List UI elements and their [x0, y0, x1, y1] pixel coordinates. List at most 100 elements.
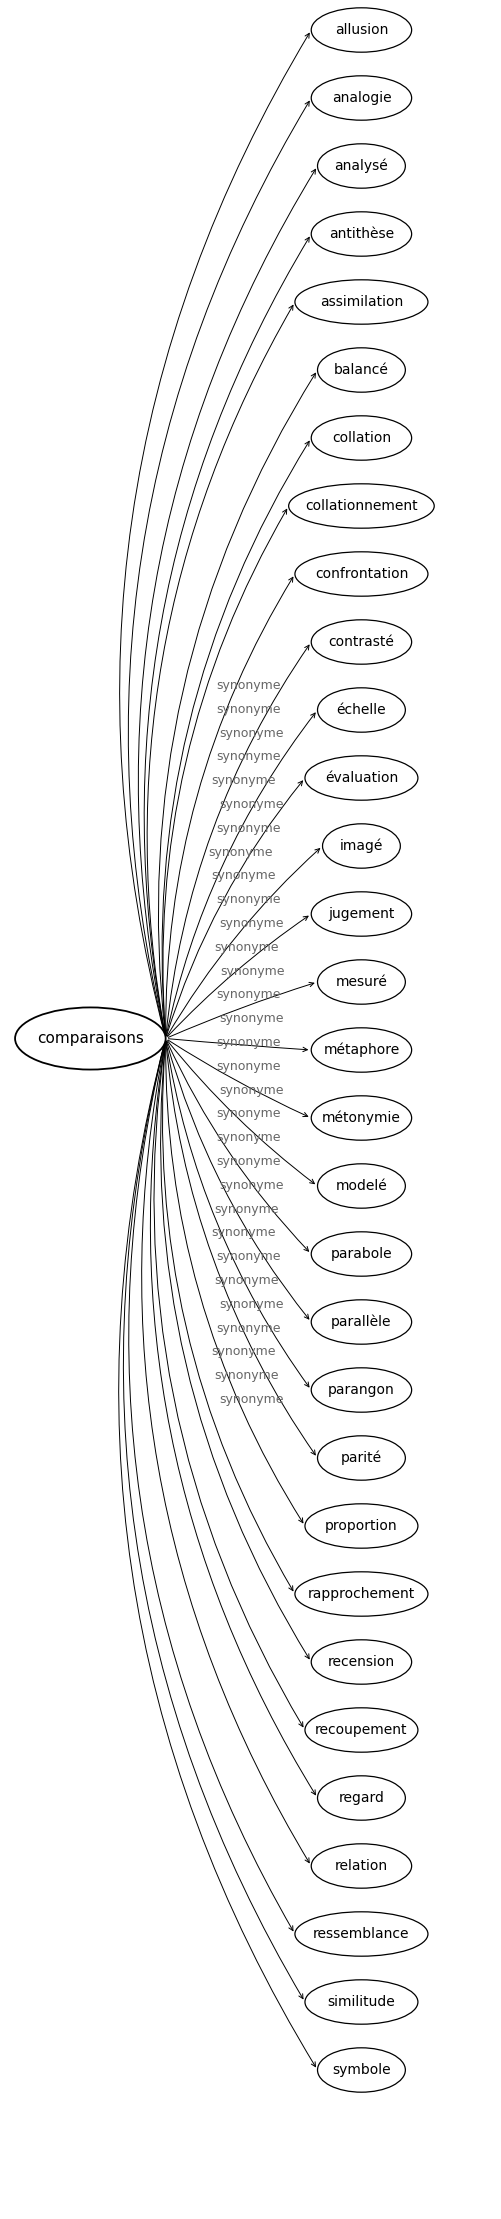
Text: synonyme: synonyme: [218, 1083, 283, 1096]
Text: synonyme: synonyme: [214, 1203, 279, 1216]
Text: métonymie: métonymie: [321, 1112, 400, 1125]
Text: synonyme: synonyme: [216, 1061, 281, 1072]
Text: synonyme: synonyme: [210, 1227, 275, 1240]
Text: synonyme: synonyme: [216, 703, 281, 717]
Text: synonyme: synonyme: [216, 987, 281, 1001]
Text: synonyme: synonyme: [216, 1132, 281, 1145]
Text: synonyme: synonyme: [216, 1107, 281, 1121]
Text: synonyme: synonyme: [216, 1156, 281, 1167]
Text: recoupement: recoupement: [315, 1722, 407, 1737]
Text: comparaisons: comparaisons: [37, 1032, 143, 1045]
Text: mesuré: mesuré: [335, 974, 387, 990]
FancyArrowPatch shape: [168, 1041, 307, 1116]
FancyArrowPatch shape: [162, 442, 309, 1036]
Text: relation: relation: [334, 1860, 387, 1873]
Ellipse shape: [311, 1027, 411, 1072]
FancyArrowPatch shape: [165, 577, 292, 1036]
Text: métaphore: métaphore: [323, 1043, 399, 1056]
Ellipse shape: [288, 484, 433, 528]
Text: synonyme: synonyme: [210, 870, 275, 883]
Text: synonyme: synonyme: [220, 965, 285, 979]
Text: imagé: imagé: [339, 839, 382, 854]
Ellipse shape: [304, 1709, 417, 1753]
Ellipse shape: [295, 280, 427, 324]
FancyArrowPatch shape: [141, 1041, 309, 1862]
Ellipse shape: [295, 553, 427, 597]
Text: synonyme: synonyme: [216, 1036, 281, 1050]
Text: balancé: balancé: [333, 364, 388, 377]
FancyArrowPatch shape: [154, 1041, 303, 1726]
Text: analogie: analogie: [331, 91, 390, 104]
Text: rapprochement: rapprochement: [307, 1587, 414, 1600]
FancyArrowPatch shape: [162, 1041, 293, 1591]
Text: synonyme: synonyme: [216, 679, 281, 692]
Ellipse shape: [311, 1096, 411, 1141]
FancyArrowPatch shape: [166, 1041, 308, 1318]
Text: synonyme: synonyme: [218, 1178, 283, 1192]
FancyArrowPatch shape: [144, 237, 309, 1036]
Text: analysé: analysé: [334, 160, 388, 173]
Text: synonyme: synonyme: [218, 1012, 283, 1025]
Text: parallèle: parallèle: [331, 1314, 391, 1329]
Ellipse shape: [304, 1979, 417, 2024]
FancyArrowPatch shape: [123, 1041, 303, 1999]
Text: modelé: modelé: [335, 1178, 387, 1194]
Text: synonyme: synonyme: [216, 750, 281, 763]
Text: synonyme: synonyme: [216, 1249, 281, 1263]
FancyArrowPatch shape: [166, 1041, 308, 1387]
FancyArrowPatch shape: [150, 1041, 315, 1795]
Text: parité: parité: [340, 1451, 381, 1465]
Ellipse shape: [317, 1775, 405, 1820]
Ellipse shape: [311, 415, 411, 459]
Ellipse shape: [311, 211, 411, 255]
Text: synonyme: synonyme: [214, 1274, 279, 1287]
Ellipse shape: [317, 1436, 405, 1480]
Text: confrontation: confrontation: [314, 568, 407, 581]
Ellipse shape: [311, 1300, 411, 1345]
Text: parangon: parangon: [328, 1382, 394, 1398]
Text: évaluation: évaluation: [324, 770, 397, 786]
Text: échelle: échelle: [336, 703, 385, 717]
Ellipse shape: [317, 961, 405, 1005]
Text: ressemblance: ressemblance: [313, 1926, 409, 1942]
FancyArrowPatch shape: [128, 1041, 293, 1931]
Ellipse shape: [317, 688, 405, 732]
FancyArrowPatch shape: [165, 1041, 302, 1522]
Text: synonyme: synonyme: [210, 1345, 275, 1358]
Ellipse shape: [311, 1367, 411, 1411]
Ellipse shape: [304, 757, 417, 801]
FancyArrowPatch shape: [167, 848, 319, 1036]
Text: synonyme: synonyme: [216, 894, 281, 905]
Ellipse shape: [311, 9, 411, 53]
FancyArrowPatch shape: [168, 983, 313, 1038]
Text: allusion: allusion: [334, 22, 387, 38]
Text: synonyme: synonyme: [218, 1298, 283, 1311]
Text: jugement: jugement: [328, 908, 394, 921]
Text: synonyme: synonyme: [216, 821, 281, 834]
Text: synonyme: synonyme: [218, 799, 283, 810]
FancyArrowPatch shape: [166, 712, 315, 1036]
Text: synonyme: synonyme: [208, 845, 273, 859]
Ellipse shape: [304, 1504, 417, 1549]
Text: regard: regard: [338, 1791, 384, 1804]
Ellipse shape: [295, 1571, 427, 1615]
FancyArrowPatch shape: [166, 1041, 308, 1252]
Text: symbole: symbole: [332, 2064, 390, 2077]
Text: recension: recension: [327, 1655, 394, 1669]
Ellipse shape: [311, 1844, 411, 1888]
Text: synonyme: synonyme: [218, 726, 283, 739]
FancyArrowPatch shape: [168, 1038, 307, 1052]
FancyArrowPatch shape: [167, 916, 308, 1036]
Text: synonyme: synonyme: [210, 774, 275, 788]
Text: synonyme: synonyme: [218, 916, 283, 930]
Text: synonyme: synonyme: [214, 1369, 279, 1382]
Text: synonyme: synonyme: [218, 1394, 283, 1407]
Ellipse shape: [317, 2048, 405, 2093]
Ellipse shape: [311, 1640, 411, 1684]
FancyArrowPatch shape: [138, 169, 315, 1036]
FancyArrowPatch shape: [166, 646, 309, 1036]
FancyArrowPatch shape: [158, 373, 315, 1036]
FancyArrowPatch shape: [160, 1041, 309, 1660]
Text: contrasté: contrasté: [328, 635, 394, 648]
Text: antithèse: antithèse: [328, 226, 393, 242]
